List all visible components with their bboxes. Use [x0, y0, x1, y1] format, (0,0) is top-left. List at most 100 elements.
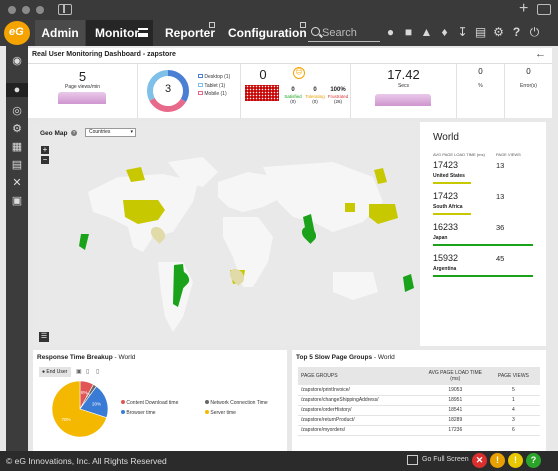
nav-admin[interactable]: Admin [35, 20, 85, 46]
row-bar [433, 244, 533, 246]
page-views-value: 5 [78, 69, 87, 84]
bell-icon[interactable]: ▲ [420, 25, 433, 39]
eye-icon[interactable]: ◉ [12, 55, 22, 67]
network-icon[interactable]: ▦ [11, 141, 23, 153]
search-box[interactable] [308, 24, 380, 42]
maximize-window-dot[interactable] [36, 6, 44, 14]
kpi-percent[interactable]: 0 % [457, 64, 505, 118]
row-time: 17423 [433, 191, 459, 201]
chevron-down-icon: ▾ [130, 129, 133, 135]
geo-map-title: Geo Map [40, 130, 68, 137]
views-cell: 5 [486, 385, 540, 396]
search-icon [311, 27, 320, 36]
tablet-tab-icon[interactable]: ▯ [86, 369, 90, 375]
go-full-screen[interactable]: Go Full Screen [422, 456, 469, 463]
user-icon[interactable]: ● [386, 25, 395, 39]
eg-logo[interactable]: eG [4, 21, 30, 45]
kpi-devices[interactable]: 3 Desktop (1) Tablet (1) Mobile (1) [138, 64, 241, 118]
region-select-value: Countries [89, 129, 111, 135]
world-row[interactable]: 15932 45 Argentina [433, 253, 538, 281]
menu-icon[interactable] [138, 28, 148, 37]
row-country: United States [433, 173, 465, 179]
globe-icon[interactable]: ◎ [12, 105, 22, 117]
left-sidebar: ◉ ● ◎ ⚙ ▦ ▤ ✕ ▣ [6, 46, 28, 451]
location-pin-icon[interactable]: ● [6, 83, 28, 97]
gear-icon[interactable]: ⚙ [12, 123, 22, 135]
device-mobile: Mobile (1) [198, 90, 230, 99]
table-row[interactable]: /zapstore/printInvoice/19053 5 [298, 385, 540, 396]
desktop-tab-icon[interactable]: ▣ [76, 369, 82, 375]
fullscreen-icon[interactable] [407, 455, 418, 465]
close-window-dot[interactable] [8, 6, 16, 14]
zoom-in-button[interactable]: + [41, 145, 49, 154]
views-cell: 6 [486, 425, 540, 436]
table-row[interactable]: /zapstore/changeShippingAddress/18951 1 [298, 395, 540, 406]
row-bar [433, 182, 471, 184]
new-tab-icon[interactable]: + [519, 0, 529, 17]
nav-configuration[interactable]: Configuration [225, 20, 307, 46]
legend-swatch [121, 400, 125, 404]
map-area[interactable]: Geo Map ? Countries ▾ + − [33, 122, 420, 346]
zoom-out-button[interactable]: − [41, 155, 49, 164]
download-icon[interactable]: ↧ [457, 25, 468, 39]
layers-icon[interactable]: ♦ [441, 25, 448, 39]
kpi-errors[interactable]: 0 Error(s) [505, 64, 552, 118]
tab-overview-icon[interactable] [537, 4, 551, 15]
percent-value: 0 [478, 67, 483, 76]
table-row[interactable]: /zapstore/myorders/17236 6 [298, 425, 540, 436]
end-user-tab[interactable]: ● End User [39, 367, 71, 377]
world-row[interactable]: 17423 13 United States [433, 160, 538, 188]
response-pie: 8%2% 20% 70% [51, 380, 109, 438]
minimize-window-dot[interactable] [22, 6, 30, 14]
col-views: PAGE VIEWS [486, 367, 540, 385]
page-group-cell: /zapstore/printInvoice/ [298, 385, 424, 396]
world-row[interactable]: 16233 36 Japan [433, 222, 538, 250]
load-time-cell: 19053 [423, 385, 487, 396]
tolerating-stat: 0 Tolerating (0) [305, 87, 325, 104]
screen-icon[interactable]: ▣ [11, 195, 23, 207]
apdex-value: 0 [259, 67, 267, 82]
kpi-page-views[interactable]: 5 Page views/min [28, 64, 138, 118]
normal-status-icon[interactable]: ? [526, 453, 541, 468]
search-input[interactable] [322, 25, 378, 40]
table-row[interactable]: /zapstore/orderHistory/18541 4 [298, 405, 540, 416]
minor-alarm-icon[interactable]: ! [508, 453, 523, 468]
world-row[interactable]: 17423 13 South Africa [433, 191, 538, 219]
apdex-heatmap [245, 85, 279, 101]
help-circle-icon[interactable]: ? [71, 130, 77, 136]
dashboard-icon[interactable]: ■ [404, 25, 413, 39]
row-country: Japan [433, 235, 448, 241]
back-arrow-icon[interactable]: ← [535, 48, 546, 60]
help-icon[interactable]: ? [512, 25, 521, 39]
chart-icon[interactable]: ▤ [474, 25, 487, 39]
pie-slice[interactable] [51, 380, 108, 438]
percent-label: % [478, 83, 483, 89]
kpi-response-time[interactable]: 17.42 Secs [351, 64, 457, 118]
mobile-tab-icon[interactable]: ▯ [96, 369, 100, 375]
major-alarm-icon[interactable]: ! [490, 453, 505, 468]
critical-alarm-icon[interactable]: ✕ [472, 453, 487, 468]
device-desktop: Desktop (1) [198, 73, 230, 82]
settings-icon[interactable]: ⚙ [493, 25, 504, 39]
main-content: ◉ ● ◎ ⚙ ▦ ▤ ✕ ▣ Real User Monitoring Das… [0, 46, 558, 451]
power-icon[interactable]: ⏻ [529, 25, 540, 39]
tools-icon[interactable]: ✕ [12, 177, 22, 189]
devices-legend: Desktop (1) Tablet (1) Mobile (1) [198, 73, 230, 99]
dashboard-title: Real User Monitoring Dashboard - zapstor… [32, 51, 176, 58]
sidebar-toggle-icon[interactable] [58, 4, 72, 15]
views-cell: 4 [486, 405, 540, 416]
world-title: World [433, 132, 459, 143]
external-link-icon [300, 22, 306, 28]
device-tablet: Tablet (1) [198, 82, 230, 91]
legend-toggle-icon[interactable]: ☰ [39, 332, 49, 342]
kpi-apdex[interactable]: 0 ☹ 0 Satisfied (0) 0 Tolerating (0) 100… [241, 64, 351, 118]
row-time: 15932 [433, 253, 459, 263]
region-select[interactable]: Countries ▾ [85, 128, 136, 137]
nav-reporter[interactable]: Reporter [162, 20, 224, 46]
page-views-sparkline [58, 92, 106, 104]
window-titlebar: + [0, 0, 558, 20]
table-row[interactable]: /zapstore/returnProduct/18289 3 [298, 415, 540, 426]
bar-chart-icon[interactable]: ▤ [11, 159, 23, 171]
legend-item: Browser time [121, 410, 156, 416]
nav-monitor[interactable]: Monitor [86, 20, 153, 46]
